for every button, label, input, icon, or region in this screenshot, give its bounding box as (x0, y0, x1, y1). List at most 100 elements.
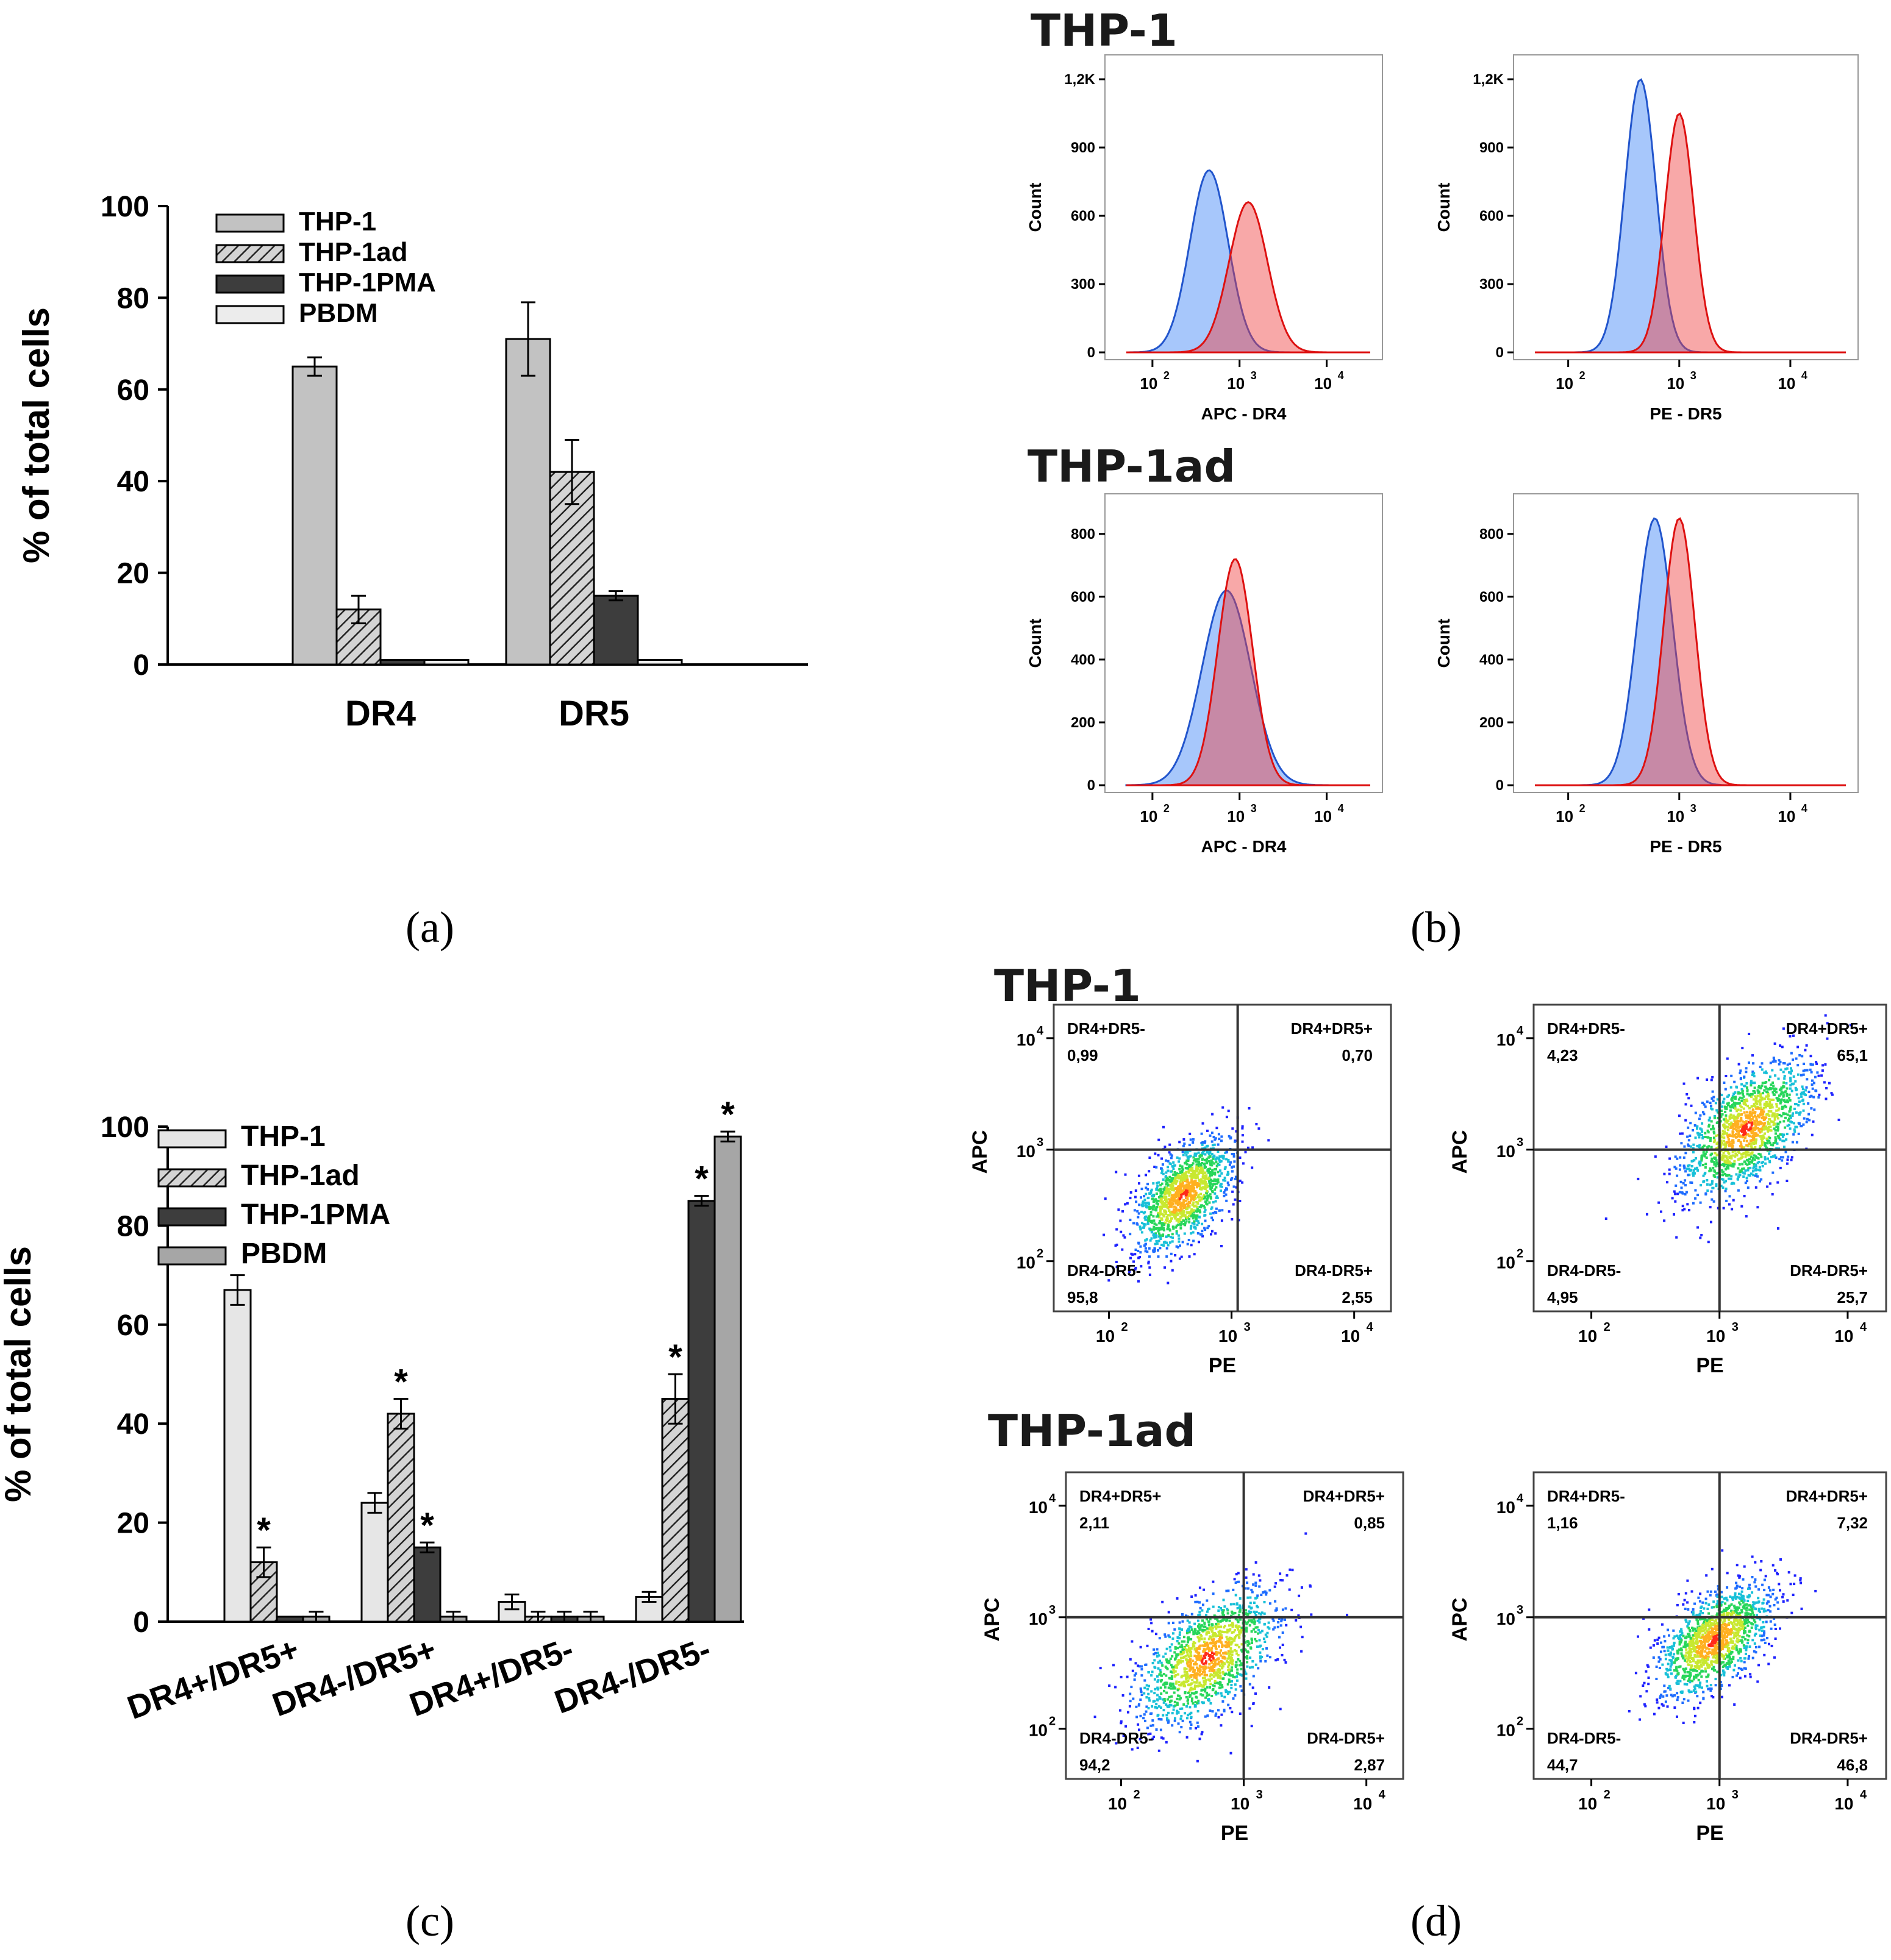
event-dot (1209, 1212, 1212, 1215)
event-dot (1190, 1650, 1192, 1653)
event-dot (1190, 1682, 1193, 1685)
event-dot (1712, 1166, 1715, 1169)
event-dot (1230, 1614, 1233, 1617)
event-dot (1782, 1085, 1786, 1088)
event-dot (1751, 1130, 1754, 1133)
event-dot (1150, 1690, 1153, 1693)
event-dot (1745, 1082, 1748, 1085)
x-axis-label: PE (1696, 1354, 1723, 1377)
event-dot (1711, 1075, 1714, 1078)
event-dot (1758, 1166, 1761, 1169)
legend-label: PBDM (299, 298, 378, 328)
event-dot (1768, 1160, 1771, 1163)
event-dot (1672, 1644, 1675, 1647)
event-dot (1160, 1218, 1164, 1221)
event-dot (1780, 1086, 1783, 1089)
event-dot (1192, 1217, 1195, 1220)
event-dot (1162, 1683, 1165, 1686)
event-dot (1155, 1192, 1158, 1195)
event-dot (1744, 1155, 1747, 1158)
event-dot (1159, 1234, 1162, 1237)
quadrant-ul-name: DR4+DR5- (1067, 1019, 1145, 1038)
event-dot (1180, 1715, 1183, 1718)
event-dot (1741, 1120, 1744, 1123)
event-dot (1178, 1642, 1181, 1645)
event-dot (1711, 1160, 1714, 1163)
event-dot (1168, 1188, 1170, 1191)
event-dot (1720, 1110, 1723, 1112)
event-dot (1657, 1660, 1660, 1663)
event-dot (1304, 1532, 1307, 1535)
event-dot (1156, 1185, 1159, 1188)
event-dot (1179, 1708, 1182, 1710)
event-dot (1780, 1091, 1783, 1094)
event-dot (1166, 1217, 1169, 1220)
event-dot (1739, 1135, 1742, 1138)
event-dot (1729, 1162, 1732, 1165)
event-dot (1150, 1674, 1153, 1677)
event-dot (1231, 1650, 1234, 1653)
event-dot (1206, 1627, 1209, 1630)
dotplot-events (1628, 1549, 1817, 1724)
event-dot (1752, 1614, 1755, 1616)
event-dot (1713, 1141, 1716, 1144)
event-dot (1158, 1228, 1161, 1231)
event-dot (1228, 1163, 1231, 1166)
event-dot (1248, 1642, 1251, 1645)
event-dot (1192, 1702, 1195, 1705)
event-dot (1201, 1677, 1204, 1680)
event-dot (1195, 1192, 1198, 1195)
event-dot (1174, 1647, 1177, 1650)
x-tick-label: 10 (1341, 1327, 1360, 1345)
event-dot (1173, 1666, 1176, 1669)
event-dot (1201, 1161, 1203, 1164)
event-dot (1715, 1185, 1718, 1188)
event-dot (1743, 1172, 1746, 1175)
event-dot (1761, 1068, 1764, 1071)
event-dot (1667, 1662, 1670, 1666)
event-dot (1748, 1107, 1751, 1110)
event-dot (1725, 1167, 1728, 1171)
event-dot (1201, 1688, 1204, 1691)
event-dot (1706, 1129, 1709, 1132)
event-dot (1231, 1153, 1234, 1155)
event-dot (1180, 1726, 1183, 1728)
event-dot (1231, 1674, 1234, 1677)
event-dot (1199, 1211, 1202, 1214)
event-dot (1754, 1186, 1757, 1189)
event-dot (1671, 1197, 1674, 1200)
event-dot (1735, 1173, 1738, 1176)
event-dot (1198, 1628, 1201, 1631)
event-dot (1193, 1672, 1196, 1675)
event-dot (1176, 1245, 1179, 1249)
event-dot (1177, 1212, 1180, 1215)
event-dot (1232, 1588, 1235, 1591)
event-dot (1204, 1196, 1207, 1199)
event-dot (1278, 1636, 1281, 1639)
event-dot (1208, 1670, 1211, 1672)
event-dot (1195, 1216, 1198, 1219)
event-dot (1754, 1105, 1757, 1108)
event-dot (1742, 1167, 1745, 1170)
event-dot (1751, 1071, 1754, 1073)
event-dot (1729, 1109, 1732, 1112)
event-dot (1224, 1689, 1228, 1692)
event-dot (1173, 1171, 1176, 1174)
event-dot (1210, 1629, 1213, 1631)
event-dot (1756, 1121, 1759, 1124)
event-dot (1219, 1677, 1222, 1680)
event-dot (1214, 1188, 1217, 1191)
event-dot (1773, 1122, 1776, 1125)
event-dot (1143, 1679, 1146, 1682)
event-dot (1175, 1191, 1178, 1194)
event-dot (1159, 1238, 1162, 1240)
event-dot (1171, 1637, 1174, 1640)
event-dot (1204, 1648, 1207, 1651)
event-dot (1176, 1199, 1179, 1201)
event-dot (1163, 1210, 1166, 1213)
event-dot (1792, 1058, 1795, 1061)
event-dot (1229, 1650, 1232, 1653)
event-dot (1682, 1678, 1685, 1681)
event-dot (1210, 1159, 1213, 1162)
